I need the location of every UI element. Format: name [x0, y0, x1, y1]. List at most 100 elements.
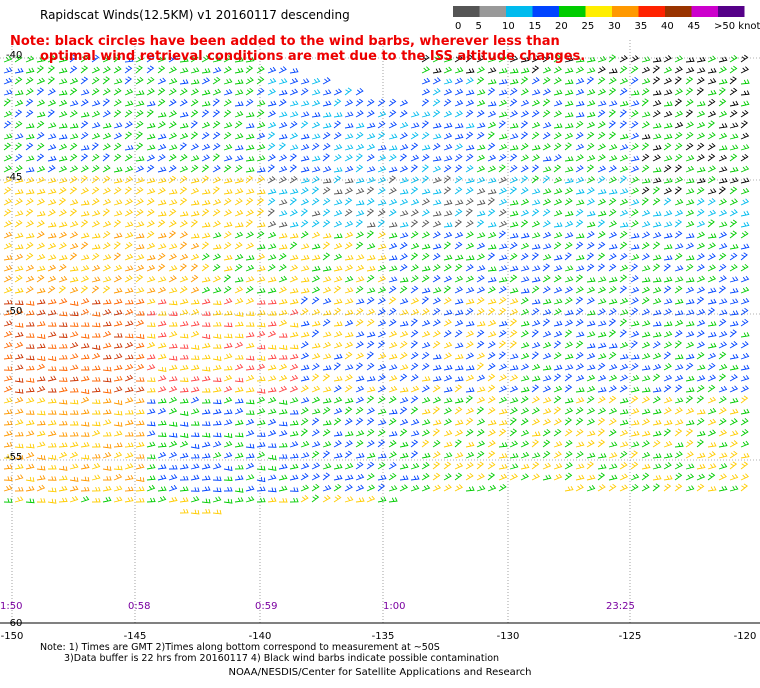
wind-barb [102, 55, 112, 63]
wind-barb [619, 297, 629, 305]
wind-barb [487, 266, 497, 272]
wind-barb [608, 144, 618, 151]
wind-barb [157, 187, 166, 195]
wind-barb [300, 397, 310, 404]
wind-barb [179, 344, 189, 349]
wind-barb [421, 144, 431, 151]
wind-barb [608, 351, 617, 360]
wind-barb [520, 110, 529, 118]
wind-barb [509, 123, 519, 129]
wind-barb [124, 221, 134, 228]
wind-barb [355, 452, 365, 459]
wind-barb [25, 142, 34, 151]
wind-barb [663, 122, 673, 129]
wind-barb [234, 222, 244, 228]
wind-barb [432, 275, 441, 283]
wind-barb [465, 164, 474, 173]
wind-barb [729, 153, 738, 162]
wind-barb [69, 65, 78, 74]
wind-barb [696, 110, 706, 118]
wind-barb [707, 142, 716, 151]
wind-barb [729, 100, 739, 107]
wind-barb [25, 264, 35, 272]
wind-barb [91, 322, 101, 328]
wind-barb [146, 65, 155, 74]
wind-barb [179, 275, 189, 283]
wind-barb [443, 78, 453, 85]
wind-barb [14, 308, 24, 316]
wind-barb [267, 487, 277, 493]
wind-barb [740, 188, 750, 195]
wind-barb [223, 189, 233, 195]
wind-barb [410, 297, 420, 305]
wind-barb [432, 98, 441, 107]
wind-barb [245, 144, 255, 151]
wind-barb [542, 175, 550, 184]
wind-barb [201, 366, 211, 372]
wind-barb [190, 421, 200, 426]
wind-barb [113, 122, 123, 129]
wind-barb [652, 177, 662, 184]
wind-barb [212, 287, 222, 294]
wind-barb [740, 452, 750, 459]
wind-barb [124, 419, 134, 426]
wind-barb [410, 430, 420, 437]
wind-barb [80, 175, 88, 184]
wind-barb [421, 175, 430, 184]
wind-barb [14, 431, 24, 437]
wind-barb [190, 67, 200, 74]
wind-barb [487, 131, 495, 140]
wind-barb [399, 177, 409, 184]
wind-barb [36, 484, 46, 492]
wind-barb [102, 110, 111, 118]
wind-barb [333, 265, 343, 272]
wind-barb [630, 143, 639, 151]
wind-barb [113, 353, 123, 360]
wind-barb [25, 452, 35, 459]
wind-barb [300, 296, 308, 305]
wind-barb [597, 263, 606, 272]
wind-barb [245, 65, 254, 74]
wind-barb [212, 220, 221, 228]
wind-barb [597, 472, 606, 481]
wind-barb [223, 476, 233, 481]
wind-barb [597, 143, 606, 151]
wind-barb [531, 208, 540, 217]
wind-barb [113, 410, 123, 416]
wind-barb [498, 120, 506, 129]
wind-barb [707, 362, 716, 371]
wind-barb [80, 219, 89, 228]
wind-barb [696, 483, 705, 492]
wind-barb [399, 373, 408, 382]
wind-barb [443, 264, 452, 272]
wind-barb [608, 463, 618, 470]
wind-barb [14, 133, 24, 140]
wind-barb [619, 419, 629, 426]
wind-barb [289, 164, 297, 173]
wind-barb [454, 286, 463, 294]
wind-barb [333, 396, 343, 404]
wind-barb [333, 417, 342, 426]
wind-barb [685, 57, 695, 63]
wind-barb [267, 321, 277, 327]
wind-barb [124, 374, 134, 382]
wind-barb [608, 68, 618, 74]
wind-barb [201, 311, 211, 316]
wind-barb [366, 166, 376, 173]
wind-barb [399, 452, 409, 459]
wind-barb [168, 189, 178, 195]
wind-barb [608, 308, 617, 316]
wind-barb [685, 298, 695, 305]
wind-barb [3, 231, 13, 239]
wind-barb [278, 78, 288, 85]
wind-barb [278, 189, 288, 195]
wind-barb [69, 231, 79, 239]
wind-barb [674, 384, 683, 393]
wind-barb [36, 242, 46, 250]
wind-barb [575, 254, 585, 261]
wind-barb [58, 298, 68, 305]
wind-barb [531, 276, 541, 283]
wind-barb [278, 221, 288, 228]
wind-barb [58, 475, 68, 481]
wind-barb [531, 375, 541, 382]
